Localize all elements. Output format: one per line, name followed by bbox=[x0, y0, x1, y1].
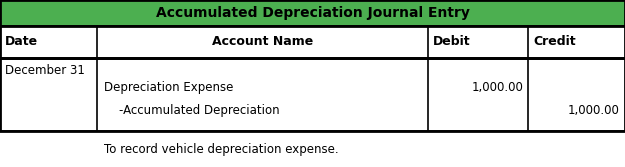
Bar bbox=[0, 0, 625, 26]
Text: -Accumulated Depreciation: -Accumulated Depreciation bbox=[119, 104, 279, 117]
Text: Debit: Debit bbox=[433, 35, 471, 48]
Text: 1,000.00: 1,000.00 bbox=[471, 80, 523, 94]
Text: Date: Date bbox=[5, 35, 38, 48]
Text: Account Name: Account Name bbox=[212, 35, 313, 48]
Text: Credit: Credit bbox=[533, 35, 576, 48]
Text: 1,000.00: 1,000.00 bbox=[568, 104, 620, 117]
Text: Depreciation Expense: Depreciation Expense bbox=[104, 80, 234, 94]
Bar bbox=[0, 26, 625, 58]
Bar bbox=[0, 26, 625, 58]
Text: December 31: December 31 bbox=[5, 64, 85, 77]
Bar bbox=[0, 0, 625, 26]
Text: To record vehicle depreciation expense.: To record vehicle depreciation expense. bbox=[104, 143, 339, 155]
Bar bbox=[0, 58, 625, 131]
Text: Accumulated Depreciation Journal Entry: Accumulated Depreciation Journal Entry bbox=[156, 6, 469, 20]
